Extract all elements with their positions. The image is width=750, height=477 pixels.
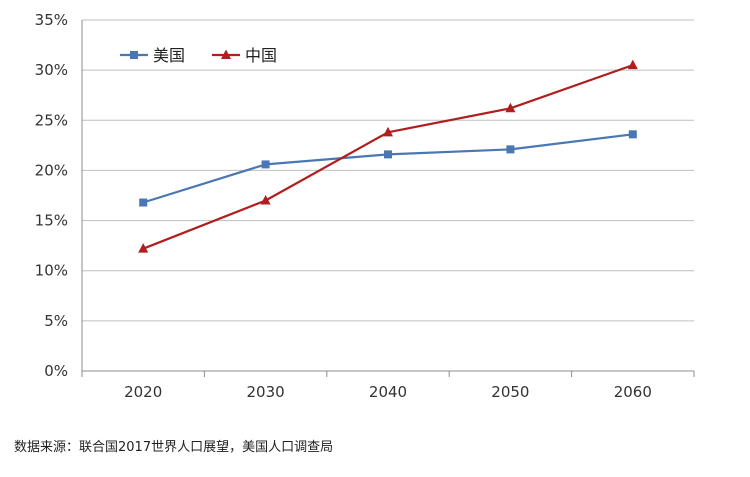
source-note: 数据来源：联合国2017世界人口展望，美国人口调查局	[14, 440, 334, 455]
legend-label-usa: 美国	[153, 46, 185, 65]
x-tick-label: 2030	[247, 383, 285, 401]
data-point-china	[505, 102, 516, 113]
x-tick-label: 2050	[491, 383, 529, 401]
y-tick-label: 10%	[35, 262, 68, 280]
legend-marker-usa	[130, 51, 138, 59]
data-point-usa	[506, 145, 515, 154]
y-tick-label: 35%	[35, 11, 68, 29]
x-tick-label: 2060	[614, 383, 652, 401]
y-tick-label: 30%	[35, 61, 68, 79]
data-point-china	[383, 126, 393, 137]
series-line-usa	[142, 133, 633, 204]
x-tick-label: 2040	[369, 383, 407, 401]
legend-marker-china	[221, 49, 231, 59]
y-tick-label: 5%	[44, 312, 68, 330]
data-point-usa	[628, 130, 637, 139]
y-tick-label: 20%	[35, 161, 68, 179]
data-point-usa	[384, 150, 392, 159]
data-point-usa	[261, 160, 270, 169]
y-tick-label: 15%	[35, 212, 68, 230]
y-tick-label: 25%	[35, 111, 68, 129]
data-point-china	[138, 243, 149, 253]
line-chart: 0% 5% 10% 15% 20% 25% 30% 35% 2020 2030 2040 2050 20…	[35, 11, 695, 401]
legend-label-china: 中国	[245, 46, 277, 65]
data-point-china	[260, 195, 271, 205]
data-point-usa	[139, 198, 148, 207]
data-point-china	[627, 59, 638, 70]
y-tick-label: 0%	[44, 362, 68, 380]
x-tick-label: 2020	[124, 383, 162, 401]
